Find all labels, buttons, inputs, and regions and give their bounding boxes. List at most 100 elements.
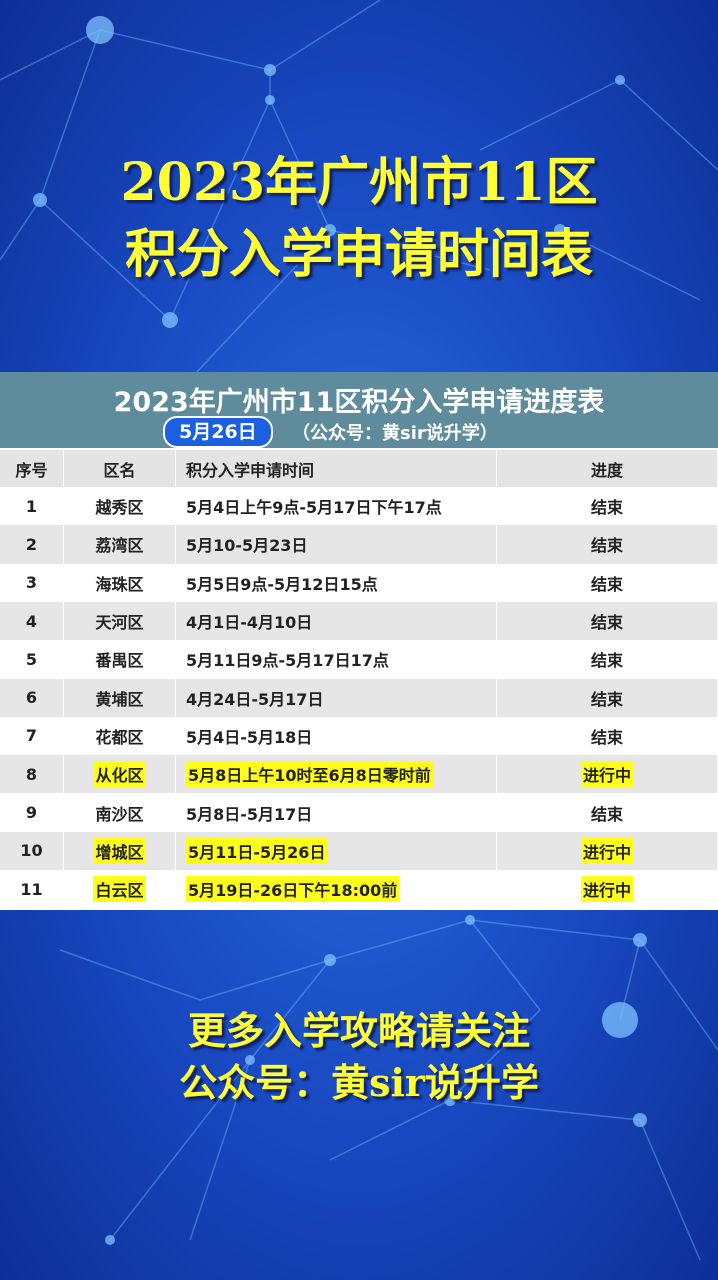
cell-text: 5月4日上午9点-5月17日下午17点 xyxy=(186,498,442,518)
table-cell: 5月4日-5月18日 xyxy=(176,716,497,756)
cell-text: 天河区 xyxy=(95,613,144,633)
cell-text: 5月10-5月23日 xyxy=(186,536,308,556)
cell-text: 4月24日-5月17日 xyxy=(186,689,324,709)
cell-text: 3 xyxy=(25,573,38,593)
cell-text: 结束 xyxy=(590,536,623,556)
table-cell: 进行中 xyxy=(497,870,718,909)
cell-text: 进度 xyxy=(590,460,623,480)
cell-text: 进行中 xyxy=(580,837,633,864)
table-cell: 5月5日9点-5月12日15点 xyxy=(176,563,497,602)
cell-text: 结束 xyxy=(590,613,623,633)
table-cell: 6 xyxy=(0,678,64,717)
table-cell: 结束 xyxy=(497,525,718,564)
table-cell: 4 xyxy=(0,601,64,641)
table-cell: 序号 xyxy=(0,450,64,487)
table-cell: 8 xyxy=(0,755,64,794)
cell-text: 从化区 xyxy=(93,761,146,788)
table-cell: 结束 xyxy=(497,716,718,756)
cell-text: 结束 xyxy=(590,498,623,518)
table-cell: 天河区 xyxy=(64,601,176,641)
cell-text: 5月8日上午10时至6月8日零时前 xyxy=(186,761,433,788)
table-cell: 10 xyxy=(0,831,64,870)
table-cell: 5月8日-5月17日 xyxy=(176,793,497,832)
table-cell: 增城区 xyxy=(64,831,176,870)
table-cell: 5 xyxy=(0,640,64,679)
cell-text: 2 xyxy=(25,534,38,554)
cell-text: 区名 xyxy=(103,460,136,480)
table-cell: 白云区 xyxy=(64,870,176,909)
table-cell: 结束 xyxy=(497,601,718,641)
table-cell: 5月4日上午9点-5月17日下午17点 xyxy=(176,487,497,526)
table-cell: 5月11日9点-5月17日17点 xyxy=(176,640,497,679)
table-cell: 5月11日-5月26日 xyxy=(176,831,497,870)
table-cell: 5月8日上午10时至6月8日零时前 xyxy=(176,755,497,794)
table-cell: 黄埔区 xyxy=(64,678,176,717)
page-title: 积分入学申请时间表 xyxy=(124,224,593,285)
table-cell: 从化区 xyxy=(64,755,176,794)
table-cell: 番禺区 xyxy=(64,640,176,679)
cell-text: 增城区 xyxy=(93,837,146,864)
table-cell: 南沙区 xyxy=(64,793,176,832)
table-cell: 结束 xyxy=(497,678,718,717)
table-cell: 进行中 xyxy=(497,755,718,794)
table-cell: 结束 xyxy=(497,487,718,526)
table-cell: 区名 xyxy=(64,450,176,487)
table-cell: 2 xyxy=(0,525,64,564)
table-cell: 荔湾区 xyxy=(64,525,176,564)
table-cell: 5月10-5月23日 xyxy=(176,525,497,564)
cell-text: 8 xyxy=(25,764,38,784)
cell-text: 南沙区 xyxy=(95,804,144,824)
cell-text: 进行中 xyxy=(580,761,633,788)
table-cell: 海珠区 xyxy=(64,563,176,602)
cell-text: 5月5日9点-5月12日15点 xyxy=(186,574,378,594)
cell-text: 5 xyxy=(25,649,38,669)
table-cell: 积分入学申请时间 xyxy=(176,450,497,487)
table-cell: 结束 xyxy=(497,640,718,679)
cell-text: 结束 xyxy=(590,651,623,671)
table-title: 2023年广州市11区积分入学申请进度表 xyxy=(113,387,605,418)
cell-text: 结束 xyxy=(590,689,623,709)
cell-text: 荔湾区 xyxy=(95,536,144,556)
table-header: 2023年广州市11区积分入学申请进度表 （公众号：黄sir说升学） 5月26日 xyxy=(0,372,718,448)
table-cell: 7 xyxy=(0,716,64,756)
cell-text: 1 xyxy=(25,496,38,516)
table-cell: 11 xyxy=(0,870,64,909)
cell-text: 花都区 xyxy=(95,727,144,747)
cell-text: 积分入学申请时间 xyxy=(186,460,315,480)
table-cell: 1 xyxy=(0,487,64,526)
cell-text: 5月11日-5月26日 xyxy=(186,837,328,864)
cell-text: 结束 xyxy=(590,574,623,594)
cell-text: 5月8日-5月17日 xyxy=(186,804,313,824)
cell-text: 5月19日-26日下午18:00前 xyxy=(186,876,400,903)
cell-text: 9 xyxy=(25,803,38,823)
cell-text: 番禺区 xyxy=(95,651,144,671)
table-cell: 5月19日-26日下午18:00前 xyxy=(176,870,497,909)
footer-text: 公众号：黄sir说升学 xyxy=(179,1060,539,1105)
cell-text: 越秀区 xyxy=(95,498,144,518)
table-cell: 4月1日-4月10日 xyxy=(176,601,497,641)
table-cell: 结束 xyxy=(497,563,718,602)
cell-text: 结束 xyxy=(590,727,623,747)
table-cell: 4月24日-5月17日 xyxy=(176,678,497,717)
table-cell: 越秀区 xyxy=(64,487,176,526)
table-cell: 9 xyxy=(0,793,64,832)
table-cell: 花都区 xyxy=(64,716,176,756)
cell-text: 序号 xyxy=(15,460,48,480)
table-cell: 3 xyxy=(0,563,64,602)
footer-text: 更多入学攻略请关注 xyxy=(187,1008,530,1053)
cell-text: 黄埔区 xyxy=(95,689,144,709)
cell-text: 6 xyxy=(25,688,38,708)
cell-text: 海珠区 xyxy=(95,574,144,594)
cell-text: 白云区 xyxy=(93,876,146,903)
cell-text: 结束 xyxy=(590,804,623,824)
cell-text: 11 xyxy=(20,879,43,899)
cell-text: 4月1日-4月10日 xyxy=(186,613,313,633)
cell-text: 进行中 xyxy=(580,876,633,903)
table-cell: 进行中 xyxy=(497,831,718,870)
table-subtitle: （公众号：黄sir说升学） xyxy=(292,423,498,444)
cell-text: 5月4日-5月18日 xyxy=(186,727,313,747)
table: 2023年广州市11区积分入学申请进度表 （公众号：黄sir说升学） 5月26日… xyxy=(0,372,718,910)
table-cell: 进度 xyxy=(497,450,718,487)
